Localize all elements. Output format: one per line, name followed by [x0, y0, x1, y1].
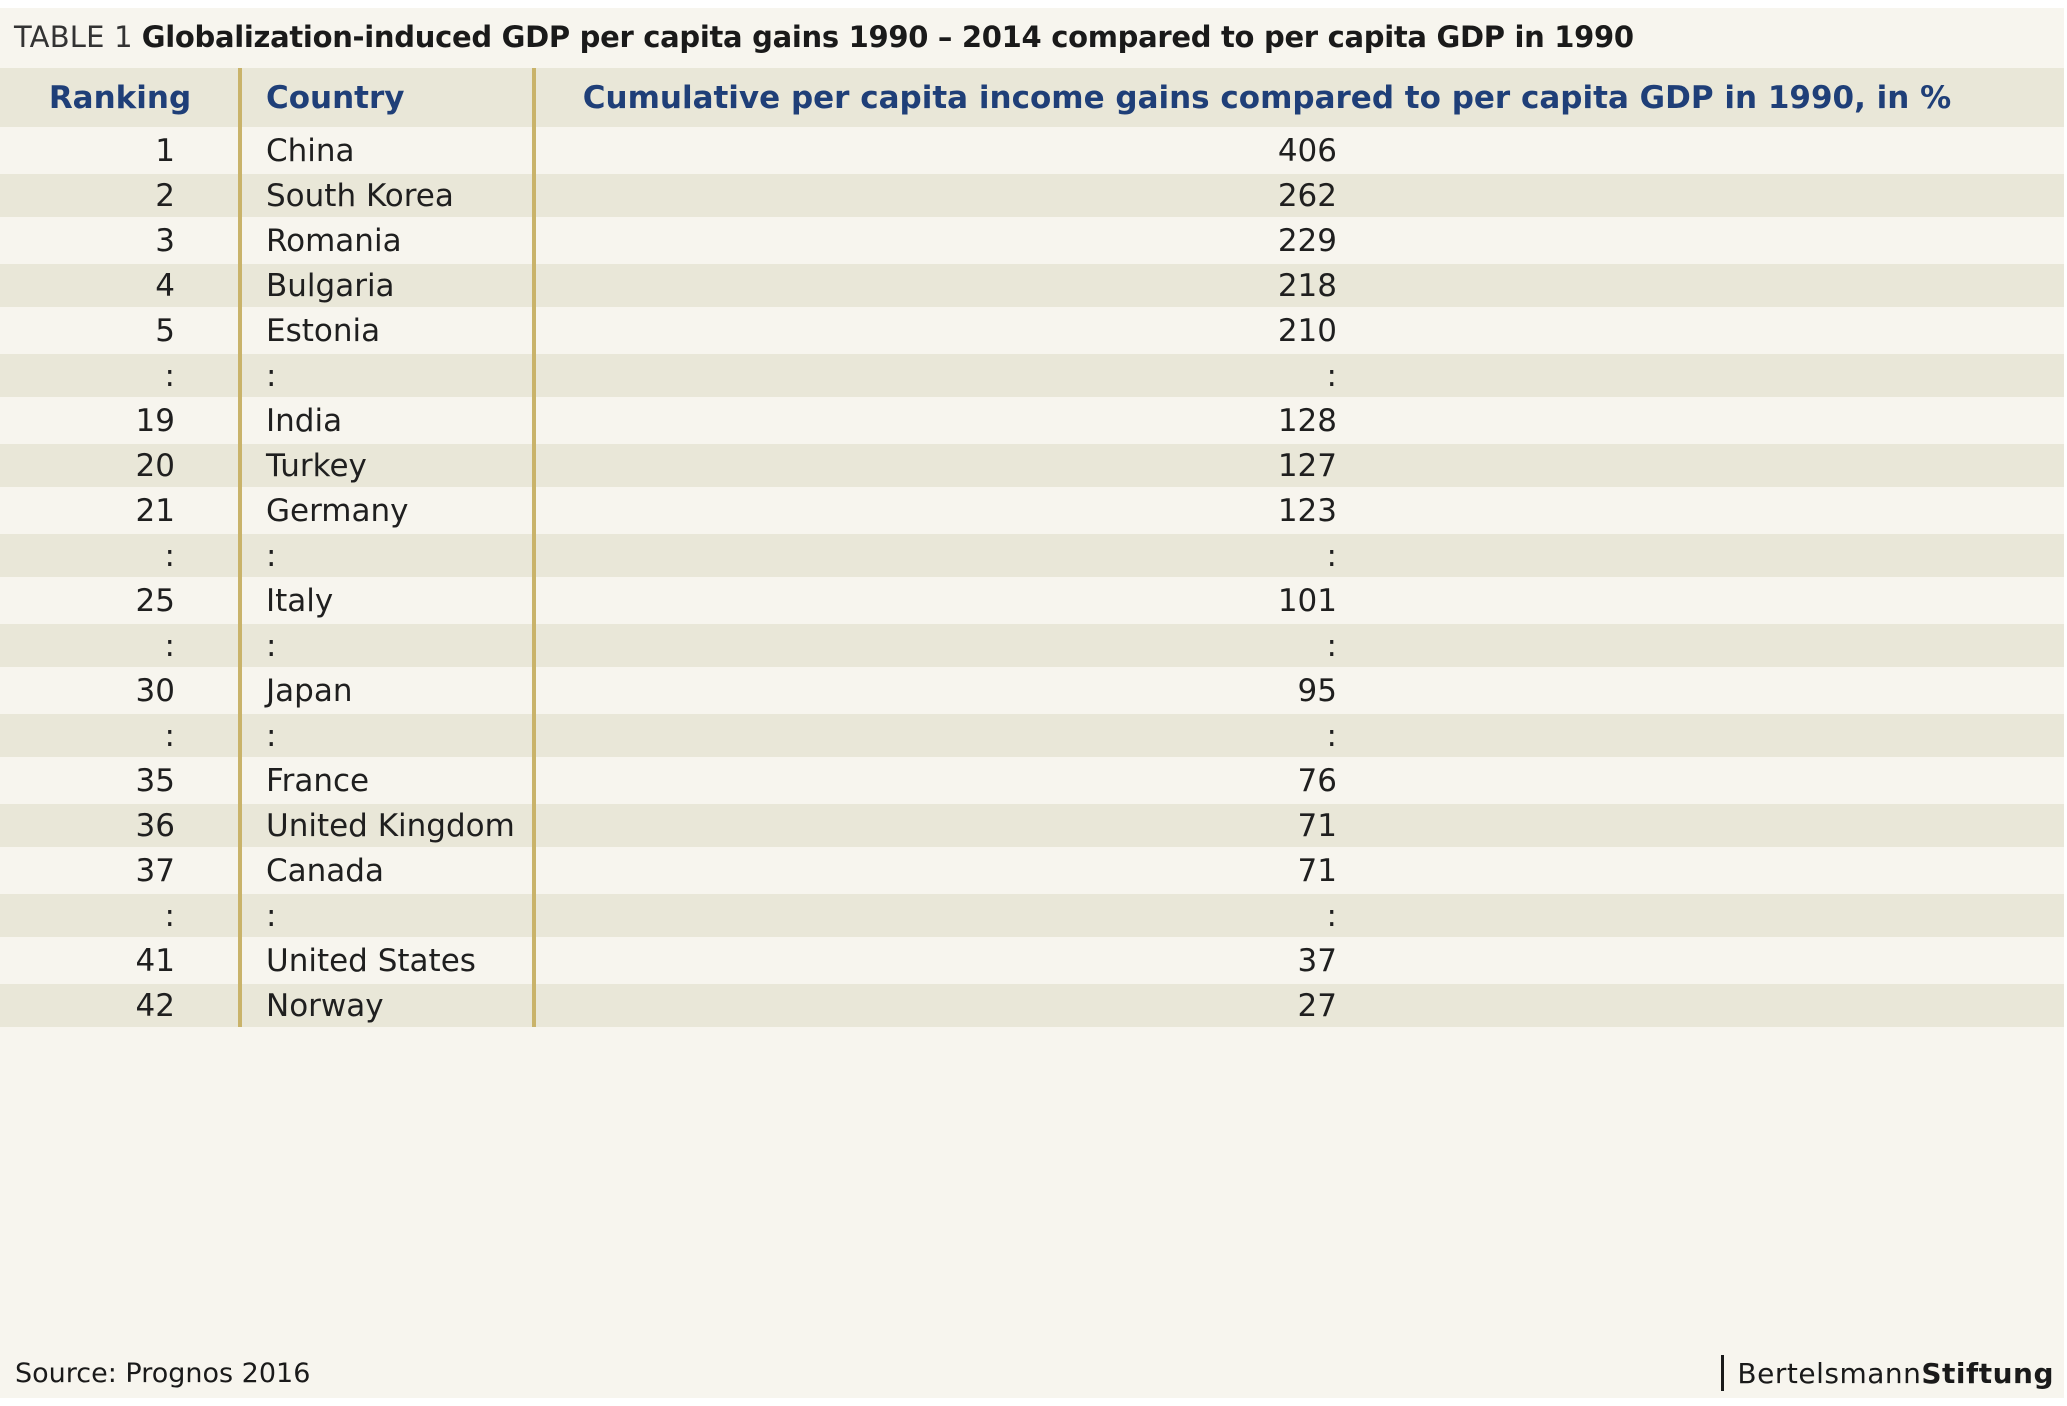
cell-income-gain: 95: [1297, 672, 1337, 709]
cell-country: France: [266, 762, 370, 799]
cell-income-gain: 37: [1297, 942, 1337, 979]
cell-income-gain: 262: [1277, 177, 1337, 214]
cell-income-gain: 128: [1277, 402, 1337, 439]
table-title: TABLE 1 Globalization-induced GDP per ca…: [0, 8, 2064, 66]
cell-income-gain: 101: [1277, 582, 1337, 619]
cell-country: Bulgaria: [266, 267, 395, 304]
column-header-gains: Cumulative per capita income gains compa…: [582, 79, 1952, 116]
cell-income-gain: 229: [1277, 222, 1337, 259]
cell-income-gain: :: [1326, 357, 1337, 394]
cell-ranking: :: [164, 627, 175, 664]
cell-ranking: 20: [135, 447, 175, 484]
table-title-text: Globalization-induced GDP per capita gai…: [141, 20, 1634, 54]
cell-country: Japan: [266, 672, 353, 709]
cell-income-gain: 76: [1297, 762, 1337, 799]
table-row: 3 Romania 229: [0, 219, 2064, 262]
table-row: :::: [0, 714, 2064, 757]
logo-text-bertelsmann: Bertelsmann: [1737, 1356, 1922, 1390]
cell-income-gain: :: [1326, 537, 1337, 574]
cell-income-gain: 123: [1277, 492, 1337, 529]
cell-ranking: 41: [135, 942, 175, 979]
cell-income-gain: 210: [1277, 312, 1337, 349]
cell-ranking: 25: [135, 582, 175, 619]
source-note: Source: Prognos 2016: [15, 1357, 311, 1389]
cell-country: :: [266, 897, 277, 934]
cell-ranking: :: [164, 717, 175, 754]
table-number: TABLE 1: [14, 20, 133, 54]
cell-country: Turkey: [266, 447, 367, 484]
table-row: 37 Canada 71: [0, 849, 2064, 892]
cell-ranking: 35: [135, 762, 175, 799]
bertelsmann-stiftung-logo: Bertelsmann Stiftung: [1721, 1352, 2054, 1394]
cell-ranking: 37: [135, 852, 175, 889]
table-row: :::: [0, 894, 2064, 937]
cell-country: :: [266, 537, 277, 574]
cell-country: Romania: [266, 222, 402, 259]
cell-ranking: :: [164, 537, 175, 574]
cell-ranking: 42: [135, 987, 175, 1024]
cell-income-gain: 127: [1277, 447, 1337, 484]
cell-ranking: 36: [135, 807, 175, 844]
table-footer: Source: Prognos 2016 Bertelsmann Stiftun…: [0, 1348, 2064, 1398]
table-row: 20 Turkey 127: [0, 444, 2064, 487]
column-divider-right: [532, 68, 536, 1027]
cell-income-gain: 218: [1277, 267, 1337, 304]
cell-ranking: 19: [135, 402, 175, 439]
cell-income-gain: 71: [1297, 852, 1337, 889]
table-row: 1 China 406: [0, 129, 2064, 172]
cell-country: China: [266, 132, 355, 169]
logo-text-stiftung: Stiftung: [1921, 1356, 2054, 1390]
cell-country: United States: [266, 942, 476, 979]
table-row: 2 South Korea 262: [0, 174, 2064, 217]
table-row: 41 United States 37: [0, 939, 2064, 982]
cell-income-gain: :: [1326, 897, 1337, 934]
cell-country: :: [266, 627, 277, 664]
cell-country: Italy: [266, 582, 334, 619]
cell-ranking: 5: [155, 312, 175, 349]
table-row: 19 India 128: [0, 399, 2064, 442]
table-row: 25 Italy 101: [0, 579, 2064, 622]
cell-ranking: :: [164, 357, 175, 394]
table-row: 36 United Kingdom 71: [0, 804, 2064, 847]
cell-country: South Korea: [266, 177, 454, 214]
cell-country: Germany: [266, 492, 409, 529]
table-header-row: Ranking Country Cumulative per capita in…: [0, 68, 2064, 127]
cell-country: :: [266, 717, 277, 754]
cell-ranking: :: [164, 897, 175, 934]
logo-bar-icon: [1721, 1355, 1725, 1391]
cell-country: Estonia: [266, 312, 381, 349]
column-header-country: Country: [266, 79, 405, 116]
cell-income-gain: :: [1326, 627, 1337, 664]
table-row: 4 Bulgaria 218: [0, 264, 2064, 307]
cell-country: India: [266, 402, 343, 439]
column-header-ranking: Ranking: [48, 79, 192, 116]
cell-ranking: 4: [155, 267, 175, 304]
cell-income-gain: 27: [1297, 987, 1337, 1024]
table-row: 30 Japan 95: [0, 669, 2064, 712]
table-row: :::: [0, 534, 2064, 577]
cell-ranking: 1: [155, 132, 175, 169]
cell-income-gain: 406: [1277, 132, 1337, 169]
cell-income-gain: :: [1326, 717, 1337, 754]
table-row: 42 Norway 27: [0, 984, 2064, 1027]
table-row: 5 Estonia 210: [0, 309, 2064, 352]
cell-country: Canada: [266, 852, 384, 889]
cell-country: :: [266, 357, 277, 394]
cell-ranking: 2: [155, 177, 175, 214]
table-row: 21 Germany 123: [0, 489, 2064, 532]
table-figure: TABLE 1 Globalization-induced GDP per ca…: [0, 8, 2064, 1398]
cell-ranking: 30: [135, 672, 175, 709]
table-row: :::: [0, 354, 2064, 397]
column-divider-left: [238, 68, 242, 1027]
cell-country: United Kingdom: [266, 807, 515, 844]
cell-income-gain: 71: [1297, 807, 1337, 844]
table-row: :::: [0, 624, 2064, 667]
cell-ranking: 3: [155, 222, 175, 259]
cell-country: Norway: [266, 987, 384, 1024]
cell-ranking: 21: [135, 492, 175, 529]
table-row: 35 France 76: [0, 759, 2064, 802]
